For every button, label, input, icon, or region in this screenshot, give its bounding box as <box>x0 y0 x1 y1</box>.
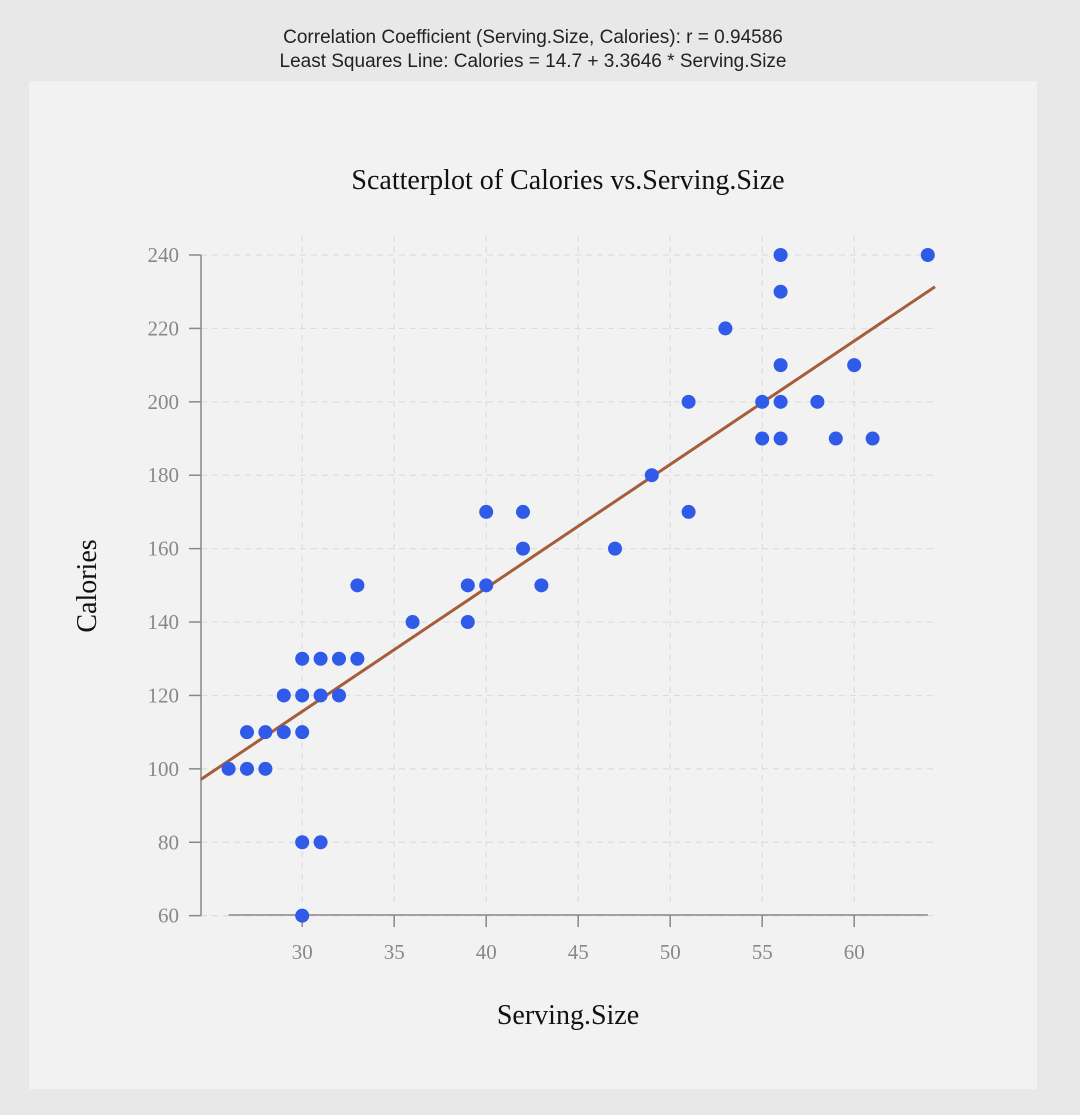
data-point <box>920 248 935 263</box>
data-point <box>773 248 788 263</box>
data-point <box>313 835 328 850</box>
data-point <box>258 761 273 776</box>
data-point <box>240 725 254 740</box>
y-tick-label: 240 <box>148 243 180 267</box>
x-tick-label: 50 <box>660 940 681 964</box>
statistics-header: Correlation Coefficient (Serving.Size, C… <box>0 26 1066 74</box>
x-tick-label: 60 <box>844 940 865 964</box>
data-point <box>295 835 310 850</box>
data-point <box>295 688 310 703</box>
data-point <box>405 615 420 630</box>
y-tick-label: 60 <box>158 904 179 928</box>
data-point <box>460 578 475 593</box>
data-point <box>773 431 788 446</box>
data-point <box>681 504 696 519</box>
data-point <box>258 725 273 740</box>
regression-line <box>200 285 936 781</box>
data-point <box>295 725 310 740</box>
x-tick-label: 45 <box>568 940 589 964</box>
data-point <box>865 431 880 446</box>
least-squares-line-text: Least Squares Line: Calories = 14.7 + 3.… <box>279 51 787 72</box>
data-point <box>479 578 494 593</box>
y-tick-label: 100 <box>148 757 180 781</box>
data-point <box>295 908 310 923</box>
scatterplot: Scatterplot of Calories vs.Serving.Size … <box>72 165 937 1031</box>
data-point <box>681 394 696 409</box>
data-point <box>516 504 530 519</box>
x-tick-label: 40 <box>476 940 497 964</box>
data-point <box>460 615 475 630</box>
data-point <box>608 541 622 556</box>
grid-lines <box>201 236 937 917</box>
data-point <box>773 394 788 409</box>
x-tick-label: 35 <box>384 940 405 964</box>
y-tick-label: 160 <box>148 537 180 561</box>
y-tick-label: 180 <box>148 463 180 487</box>
data-points <box>221 248 935 923</box>
x-axis-label: Serving.Size <box>497 1000 639 1031</box>
data-point <box>773 358 788 373</box>
x-tick-label: 30 <box>292 940 313 964</box>
data-point <box>313 651 328 666</box>
data-point <box>718 321 733 336</box>
data-point <box>295 651 310 666</box>
axes: 60 80 100 120 140 160 180 200 220 240 30 35 40 45 50 55… <box>148 243 928 964</box>
data-point <box>313 688 328 703</box>
chart-panel: Scatterplot of Calories vs.Serving.Size … <box>29 81 1037 1089</box>
y-tick-label: 120 <box>148 683 180 707</box>
data-point <box>534 578 549 593</box>
data-point <box>847 358 862 373</box>
x-tick-label: 55 <box>752 940 773 964</box>
data-point <box>773 284 788 299</box>
y-tick-label: 220 <box>148 316 180 340</box>
data-point <box>810 394 825 409</box>
data-point <box>828 431 843 446</box>
regression-line-layer <box>200 285 936 781</box>
data-point <box>755 394 770 409</box>
y-tick-label: 80 <box>158 830 179 854</box>
data-point <box>516 541 530 556</box>
data-point <box>755 431 770 446</box>
correlation-coefficient-text: Correlation Coefficient (Serving.Size, C… <box>283 27 783 48</box>
y-tick-label: 200 <box>148 390 180 414</box>
data-point <box>276 688 291 703</box>
data-point <box>276 725 291 740</box>
y-axis-label: Calories <box>72 539 103 632</box>
data-point <box>332 651 346 666</box>
data-point <box>221 761 236 776</box>
chart-title: Scatterplot of Calories vs.Serving.Size <box>351 165 784 196</box>
data-point <box>240 761 254 776</box>
data-point <box>644 468 659 483</box>
data-point <box>350 651 365 666</box>
data-point <box>350 578 365 593</box>
y-tick-label: 140 <box>148 610 180 634</box>
data-point <box>332 688 346 703</box>
data-point <box>479 504 494 519</box>
